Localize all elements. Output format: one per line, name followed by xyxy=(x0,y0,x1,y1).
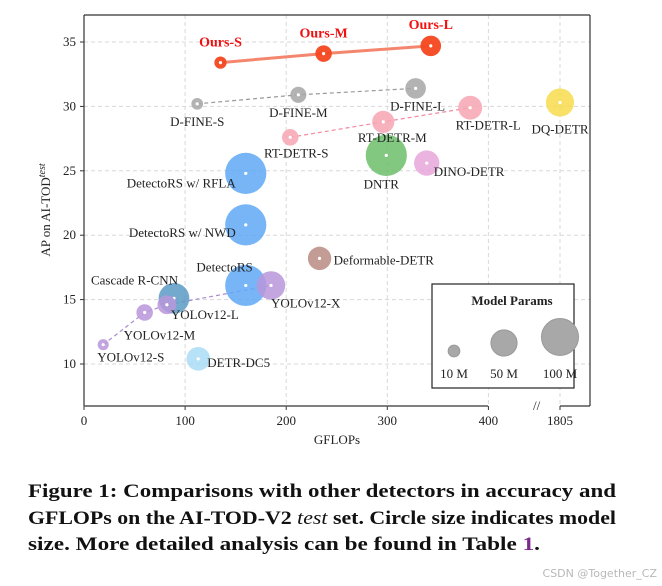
bubble-center-dot xyxy=(101,343,105,347)
point-label: DetectoRS w/ NWD xyxy=(129,225,236,240)
bubble-center-dot xyxy=(143,310,147,315)
caption-line-2: GFLOPs on the AI-TOD-V2 test set. Circle… xyxy=(28,508,616,529)
bubble-yolov12-x xyxy=(256,271,286,300)
legend-entry-label: 100 M xyxy=(543,366,578,381)
point-label: YOLOv12-M xyxy=(124,327,196,342)
point-label: YOLOv12-S xyxy=(97,350,164,365)
point-label: YOLOv12-L xyxy=(171,307,239,322)
bubble-yolov12-s xyxy=(97,339,109,351)
bubble-center-dot xyxy=(296,93,300,97)
point-label: DetectoRS w/ RFLA xyxy=(127,175,237,190)
point-label: Ours-M xyxy=(299,27,347,42)
bubble-d-fine-s xyxy=(191,97,204,110)
x-axis-label: GFLOPs xyxy=(314,432,360,447)
bubble-dntr xyxy=(365,134,407,176)
bubble-rt-detr-s xyxy=(281,129,299,146)
bubble-center-dot xyxy=(165,303,169,307)
legend-title: Model Params xyxy=(471,293,552,308)
point-label: DNTR xyxy=(364,176,400,191)
x-tick-label: 300 xyxy=(378,413,398,428)
series-line xyxy=(197,87,416,105)
point-label: D-FINE-S xyxy=(170,114,224,129)
bubble-yolov12-l xyxy=(157,295,177,315)
bubble-center-dot xyxy=(269,283,273,288)
bubble-center-dot xyxy=(218,61,223,65)
bubble-detectors-w-nwd xyxy=(225,204,267,246)
bubble-center-dot xyxy=(196,357,200,361)
bubble-detr-dc5 xyxy=(186,347,211,371)
x-tick-label: 0 xyxy=(81,413,88,428)
bubble-center-dot xyxy=(384,153,388,157)
bubble-center-dot xyxy=(195,102,199,106)
x-tick-label: 100 xyxy=(175,413,195,428)
x-tick-label: 1805 xyxy=(547,413,573,428)
y-tick-label: 10 xyxy=(63,356,76,371)
legend-entry-label: 10 M xyxy=(440,366,468,381)
point-label: D-FINE-L xyxy=(390,98,445,113)
legend: Model Params 10 M 50 M 100 M xyxy=(431,283,579,389)
bubble-center-dot xyxy=(244,171,248,175)
y-tick-label: 35 xyxy=(63,34,76,49)
caption-line-1: Figure 1: Comparisons with other detecto… xyxy=(28,481,617,502)
bubble-center-dot xyxy=(429,44,433,48)
bubbles xyxy=(97,35,575,371)
bubble-center-dot xyxy=(414,86,418,90)
point-label: RT-DETR-S xyxy=(264,145,328,160)
figure-caption: Figure 1: Comparisons with other detecto… xyxy=(28,481,617,555)
y-tick-label: 20 xyxy=(63,227,76,242)
bubble-center-dot xyxy=(468,106,472,110)
bubble-rt-detr-m xyxy=(372,110,395,133)
point-label: DETR-DC5 xyxy=(207,355,270,370)
bubble-center-dot xyxy=(322,51,326,56)
legend-size-marker xyxy=(541,318,579,356)
bubble-center-dot xyxy=(558,100,562,105)
bubble-center-dot xyxy=(288,135,292,139)
axis-break-mark: // xyxy=(533,398,541,413)
bubble-dino-detr xyxy=(414,150,440,176)
bubble-d-fine-l xyxy=(405,78,426,99)
bubble-ours-s xyxy=(214,56,227,69)
point-label: Cascade R-CNN xyxy=(91,272,179,287)
bubble-center-dot xyxy=(381,120,385,124)
legend-size-marker xyxy=(447,344,461,358)
bubble-detectors-w-rfla xyxy=(225,152,267,194)
bubble-center-dot xyxy=(317,256,322,260)
bubble-rt-detr-l xyxy=(458,95,483,120)
point-label: DQ-DETR xyxy=(531,122,588,137)
watermark: CSDN @Together_CZ xyxy=(543,567,658,580)
bubble-center-dot xyxy=(244,283,248,288)
point-label: DINO-DETR xyxy=(434,164,505,179)
point-label: DetectoRS xyxy=(196,259,252,274)
point-label: RT-DETR-L xyxy=(456,118,521,133)
bubble-deformable-detr xyxy=(307,246,332,271)
bubble-detectors xyxy=(225,264,267,307)
y-axis-label: AP on AI-TODtest xyxy=(37,163,53,257)
point-label: Ours-S xyxy=(199,36,242,51)
point-label: YOLOv12-X xyxy=(271,295,341,310)
axes: 0 100 200 300 400 1805 10 15 20 25 30 35 // xyxy=(63,14,591,428)
bubble-ours-m xyxy=(315,45,332,62)
bubble-d-fine-m xyxy=(290,86,307,103)
legend-size-marker xyxy=(490,329,518,357)
bubble-center-dot xyxy=(244,223,248,227)
x-tick-label: 400 xyxy=(479,413,499,428)
legend-entry-label: 50 M xyxy=(490,366,518,381)
series-line xyxy=(102,284,272,346)
table-reference-link[interactable]: 1 xyxy=(523,534,535,555)
y-tick-label: 30 xyxy=(63,98,76,113)
bubble-dq-detr xyxy=(545,88,575,117)
caption-line-3: size. More detailed analysis can be foun… xyxy=(28,534,540,555)
point-label: Deformable-DETR xyxy=(334,252,435,267)
point-label: Ours-L xyxy=(409,18,453,33)
y-tick-label: 25 xyxy=(63,163,76,178)
x-tick-label: 200 xyxy=(276,413,296,428)
bubble-ours-l xyxy=(420,35,442,57)
point-label: RT-DETR-M xyxy=(358,130,427,145)
point-labels: Ours-S Ours-M Ours-L D-FINE-S D-FINE-M D-FINE… xyxy=(91,18,589,370)
bubble-center-dot xyxy=(425,161,429,165)
y-tick-label: 15 xyxy=(63,292,76,307)
bubble-yolov12-m xyxy=(136,304,153,321)
point-label: D-FINE-M xyxy=(269,105,328,120)
